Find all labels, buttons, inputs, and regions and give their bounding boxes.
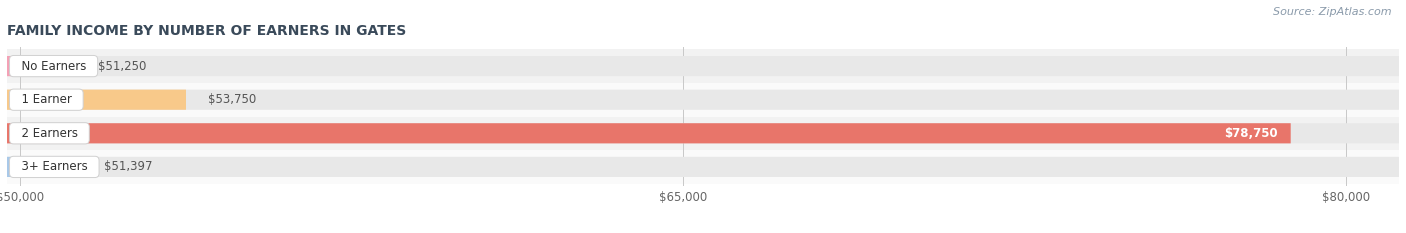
Text: FAMILY INCOME BY NUMBER OF EARNERS IN GATES: FAMILY INCOME BY NUMBER OF EARNERS IN GA… xyxy=(7,24,406,38)
Text: $51,397: $51,397 xyxy=(104,160,153,173)
Text: Source: ZipAtlas.com: Source: ZipAtlas.com xyxy=(1274,7,1392,17)
Text: No Earners: No Earners xyxy=(14,60,94,73)
Text: $78,750: $78,750 xyxy=(1223,127,1278,140)
FancyBboxPatch shape xyxy=(7,157,1399,177)
Text: 2 Earners: 2 Earners xyxy=(14,127,86,140)
FancyBboxPatch shape xyxy=(7,49,1399,83)
Text: $53,750: $53,750 xyxy=(208,93,256,106)
Text: $51,250: $51,250 xyxy=(97,60,146,73)
FancyBboxPatch shape xyxy=(7,123,1399,143)
FancyBboxPatch shape xyxy=(7,116,1399,150)
FancyBboxPatch shape xyxy=(7,90,186,110)
FancyBboxPatch shape xyxy=(7,150,1399,184)
FancyBboxPatch shape xyxy=(7,56,1399,76)
FancyBboxPatch shape xyxy=(7,56,76,76)
FancyBboxPatch shape xyxy=(7,123,1291,143)
FancyBboxPatch shape xyxy=(7,157,82,177)
Text: 3+ Earners: 3+ Earners xyxy=(14,160,96,173)
FancyBboxPatch shape xyxy=(7,83,1399,116)
Text: 1 Earner: 1 Earner xyxy=(14,93,79,106)
FancyBboxPatch shape xyxy=(7,90,1399,110)
